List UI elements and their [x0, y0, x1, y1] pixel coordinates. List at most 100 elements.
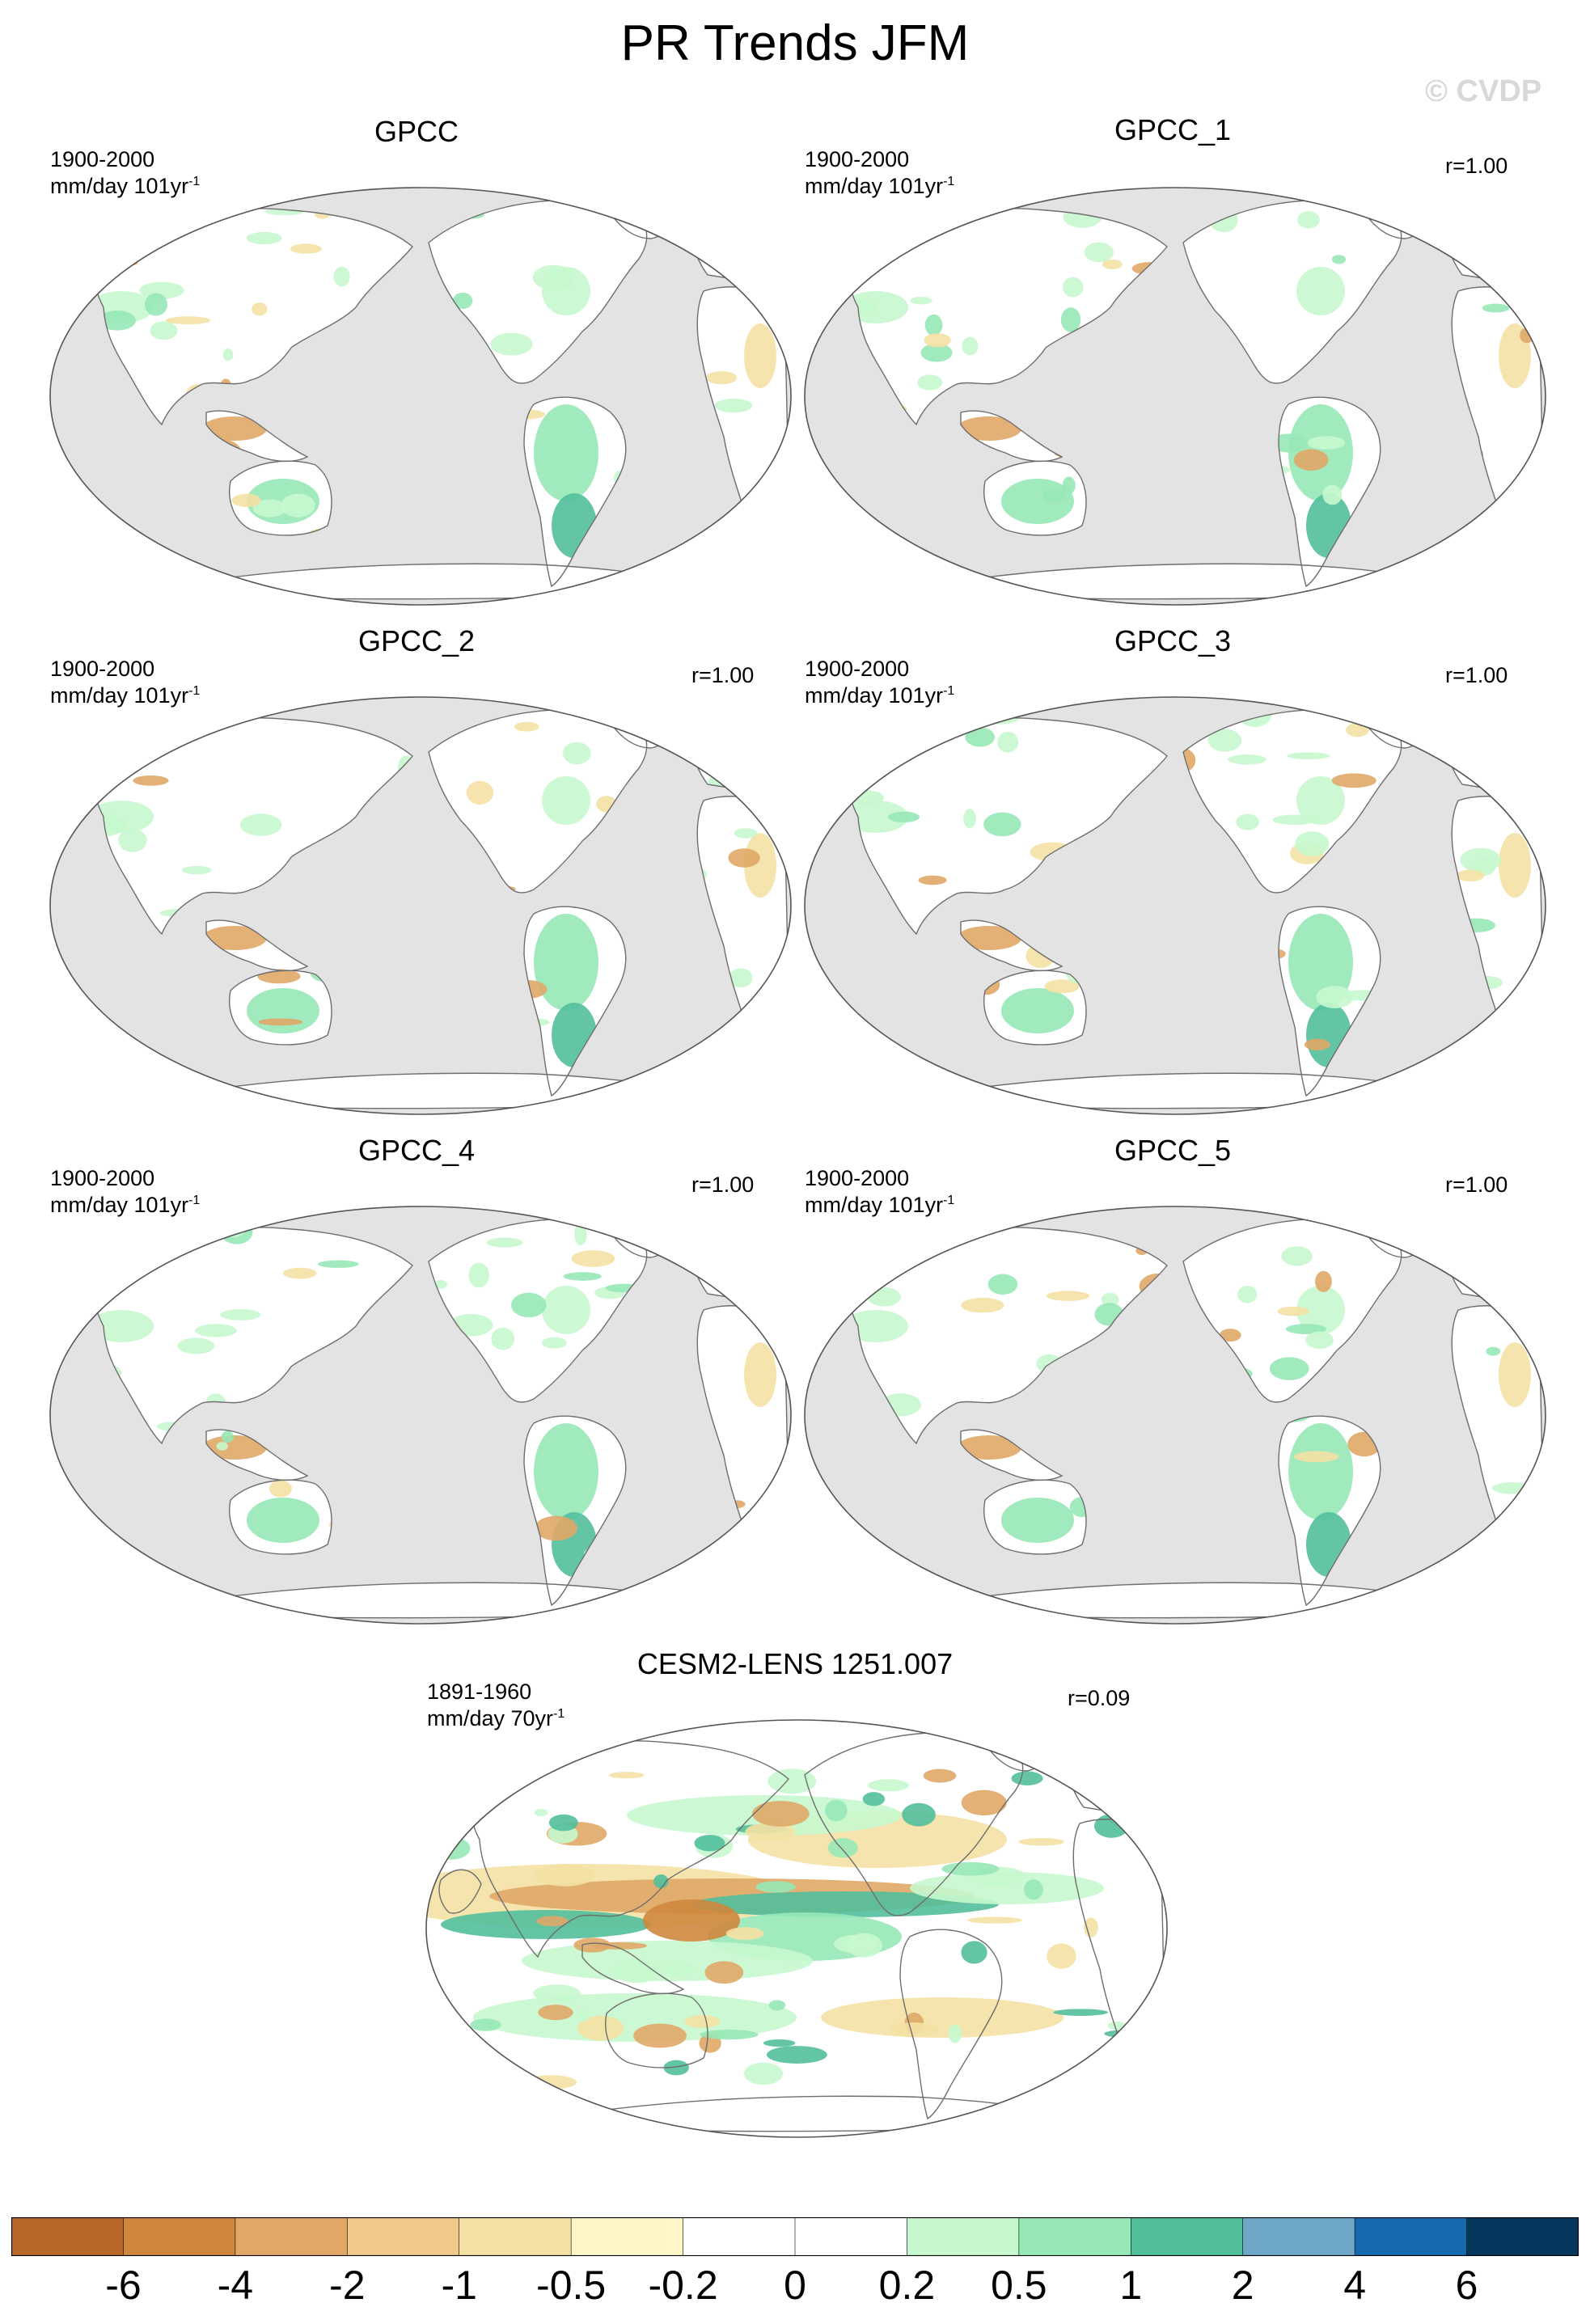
trend-contour: [1269, 1357, 1309, 1380]
colorbar-swatch: [907, 2217, 1020, 2256]
trend-contour: [466, 780, 494, 805]
trend-contour: [534, 1423, 598, 1520]
trend-contour: [624, 709, 658, 725]
trend-contour: [1505, 1213, 1526, 1237]
trend-contour: [653, 1874, 669, 1889]
trend-contour: [714, 398, 753, 413]
trend-contour: [95, 814, 126, 836]
trend-contour: [725, 1927, 764, 1941]
colorbar: [11, 2217, 1579, 2256]
colorbar-swatch: [683, 2217, 796, 2256]
trend-contour: [868, 1779, 910, 1792]
trend-contour: [763, 2039, 796, 2047]
map-border: [49, 696, 792, 1115]
trend-contour: [525, 2075, 577, 2089]
trend-contour: [1046, 1291, 1090, 1301]
trend-contour: [1018, 1837, 1064, 1846]
map-border: [49, 1206, 792, 1625]
trend-contour: [202, 416, 267, 441]
trend-contour: [961, 1789, 1007, 1816]
trend-contour: [1023, 1749, 1052, 1768]
panel-title: GPCC_5: [1114, 1134, 1232, 1167]
map-panel-gpcc: [49, 146, 793, 606]
trend-contour: [231, 493, 261, 507]
pattern-correlation: r=1.00: [1445, 154, 1508, 178]
trend-contour: [269, 1480, 292, 1498]
map-svg: [49, 696, 792, 1115]
colorbar-tick-label: -1: [441, 2263, 477, 2308]
trend-contour: [1295, 831, 1330, 857]
trend-contour: [849, 801, 908, 833]
cvdp-watermark: © CVDP: [1425, 74, 1542, 108]
trend-contour: [923, 1768, 957, 1783]
colorbar-tick-label: 6: [1455, 2263, 1478, 2308]
trend-contour: [1084, 242, 1114, 263]
trend-contour: [759, 1532, 784, 1545]
trend-contour: [576, 2009, 590, 2022]
trend-contour: [1482, 303, 1510, 313]
trend-contour: [95, 1228, 116, 1253]
trend-contour: [1118, 1739, 1161, 1754]
trend-contour: [1492, 1482, 1533, 1494]
trend-contour: [490, 332, 533, 356]
trend-contour: [887, 811, 920, 823]
pattern-correlation: r=1.00: [691, 663, 755, 687]
trend-contour: [452, 292, 473, 310]
trend-contour: [987, 1274, 1018, 1295]
trend-contour: [239, 813, 282, 836]
map-border: [804, 1206, 1546, 1625]
trend-contour: [246, 231, 282, 245]
trend-contour: [1346, 723, 1369, 737]
trend-contour: [1237, 1286, 1258, 1304]
trend-contour: [1486, 1346, 1501, 1356]
trend-contour: [910, 1872, 1104, 1904]
trend-contour: [920, 343, 953, 362]
map-svg: [49, 187, 792, 606]
trend-contour: [766, 2046, 827, 2064]
trend-contour: [1228, 754, 1267, 765]
trend-contour: [252, 302, 268, 316]
colorbar-tick-label: 2: [1231, 2263, 1254, 2308]
trend-contour: [957, 416, 1021, 441]
trend-contour: [1272, 814, 1317, 826]
trend-contour: [534, 914, 598, 1011]
panel-units: mm/day 101yr-1: [805, 683, 955, 708]
map-border: [49, 187, 792, 606]
trend-contour: [534, 404, 598, 501]
trend-contour: [753, 716, 772, 733]
map-panel-gpcc-4: [49, 1164, 793, 1625]
trend-contour: [867, 1287, 902, 1307]
map-svg: [425, 1719, 1168, 2138]
colorbar-tick-label: -6: [105, 2263, 142, 2308]
trend-contour: [95, 763, 131, 779]
trend-contour: [113, 259, 138, 267]
map-panel-gpcc-1: [803, 146, 1547, 606]
trend-contour: [1062, 277, 1084, 298]
trend-contour: [961, 1297, 1004, 1313]
figure-title: PR Trends JFM: [620, 15, 970, 71]
trend-contour: [1047, 1943, 1076, 1969]
map-border: [425, 1719, 1168, 2138]
trend-contour: [997, 731, 1019, 753]
map-panel-gpcc-5: [803, 1164, 1547, 1625]
map-svg: [804, 1206, 1546, 1625]
pattern-correlation: r=1.00: [1445, 1173, 1508, 1197]
trend-contour: [768, 2000, 786, 2011]
trend-contour: [533, 1984, 581, 2002]
trend-contour: [744, 1342, 776, 1407]
trend-contour: [247, 988, 319, 1033]
trend-contour: [948, 2024, 962, 2043]
trend-contour: [744, 833, 776, 898]
trend-contour: [834, 1934, 877, 1954]
map-panel-gpcc-2: [49, 655, 793, 1116]
colorbar-tick-label: 1: [1119, 2263, 1143, 2308]
trend-contour: [1305, 1331, 1334, 1350]
panel-period: 1900-2000: [805, 657, 910, 681]
trend-contour: [810, 1006, 839, 1029]
trend-contour: [1044, 979, 1080, 994]
trend-contour: [1315, 1270, 1332, 1292]
trend-contour: [95, 1310, 154, 1342]
trend-contour: [739, 1299, 761, 1316]
trend-contour: [1499, 1342, 1531, 1407]
trend-contour: [1001, 988, 1074, 1033]
